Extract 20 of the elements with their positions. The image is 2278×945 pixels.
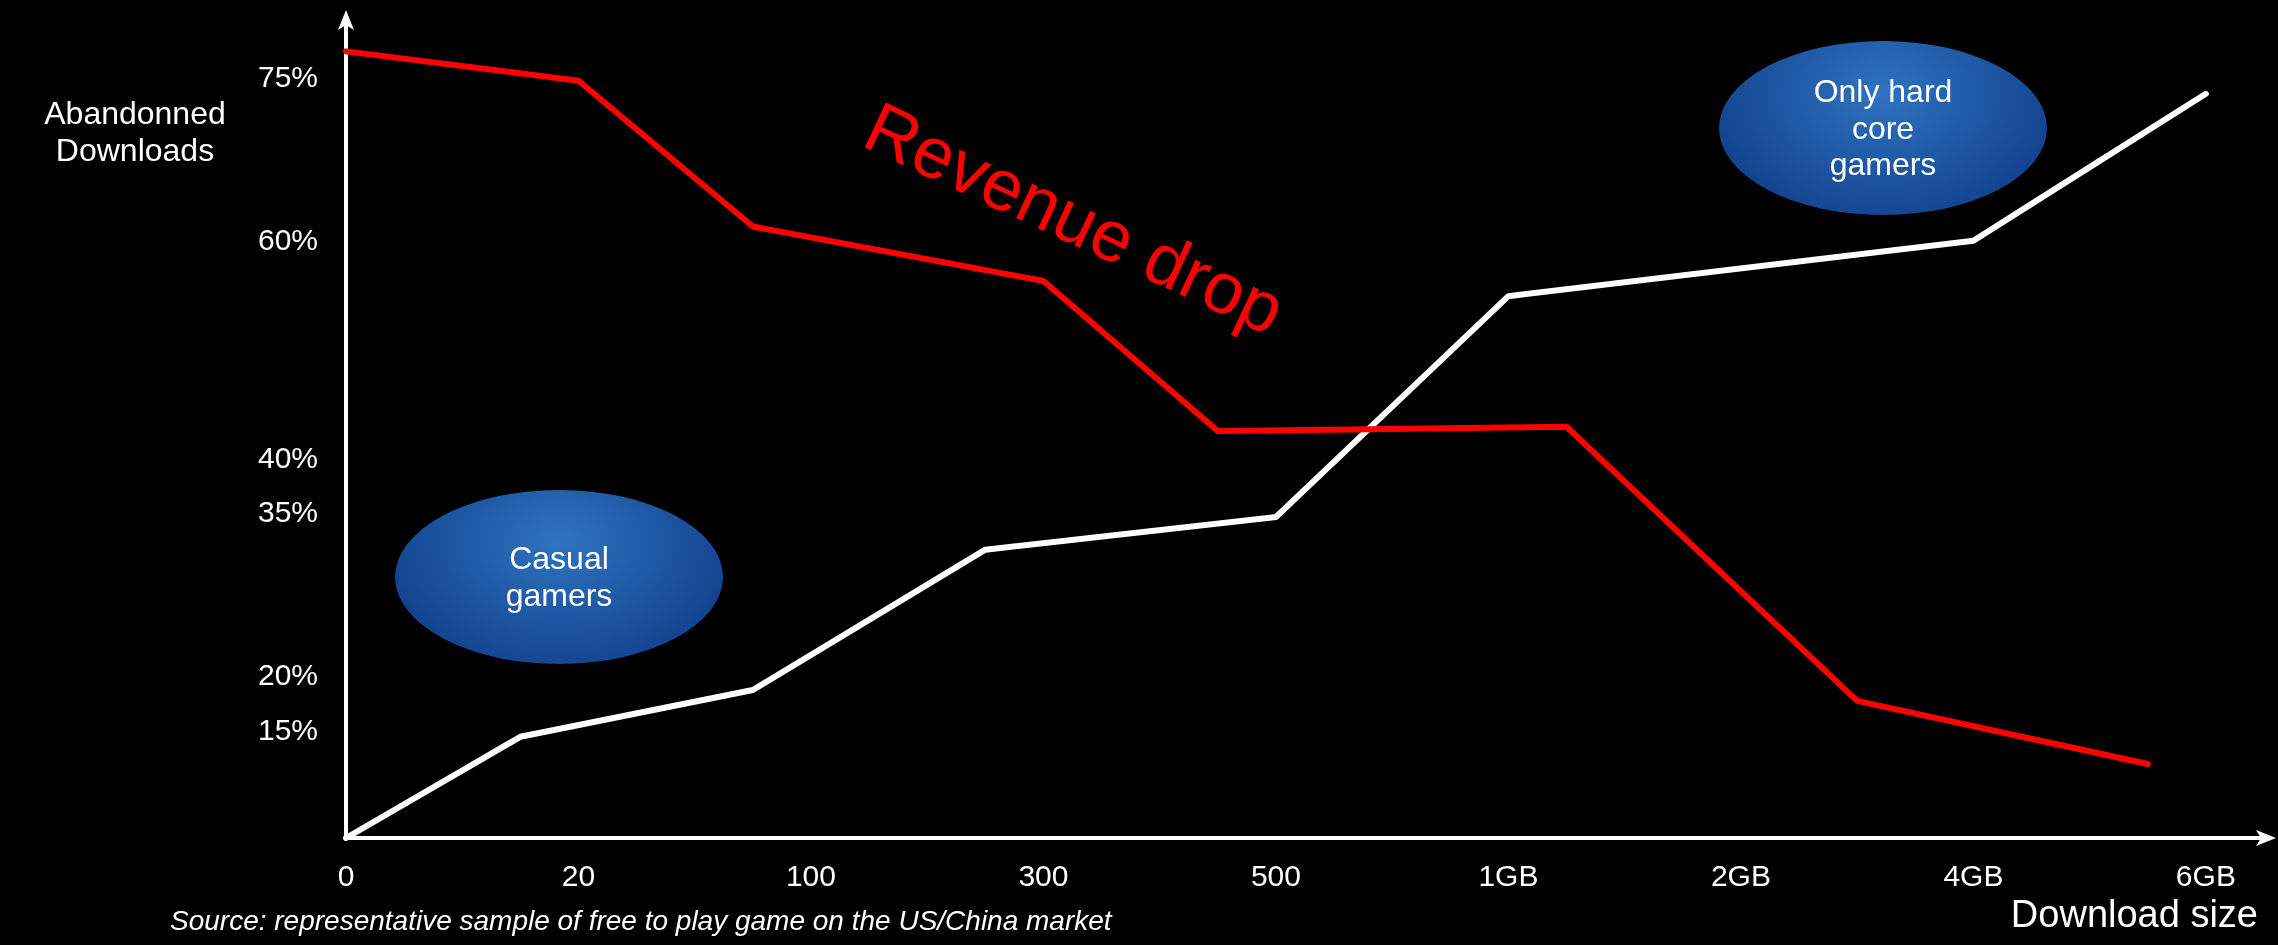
x-tick-label: 20 xyxy=(561,858,596,892)
x-tick-label: 6GB xyxy=(2175,858,2236,892)
x-tick-label: 2GB xyxy=(1710,858,1771,892)
x-tick-label: 0 xyxy=(337,858,355,892)
y-tick-label: 75% xyxy=(257,59,318,93)
y-tick-label: 40% xyxy=(257,440,318,474)
source-note: Source: representative sample of free to play game on the US/China market xyxy=(170,905,1112,937)
y-tick-label: 35% xyxy=(257,495,318,529)
y-tick-label: 60% xyxy=(257,223,318,257)
y-tick-label: 20% xyxy=(257,658,318,692)
x-axis-title: Download size xyxy=(2010,893,2258,936)
annotation: Casual gamers xyxy=(504,540,614,614)
x-tick-label: 500 xyxy=(1250,858,1301,892)
x-tick-label: 1GB xyxy=(1478,858,1539,892)
x-tick-label: 300 xyxy=(1018,858,1069,892)
y-tick-label: 15% xyxy=(257,712,318,746)
x-tick-label: 100 xyxy=(785,858,836,892)
annotation: Only hard core gamers xyxy=(1812,72,1954,184)
x-tick-label: 4GB xyxy=(1943,858,2004,892)
y-axis-title: Abandonned Downloads xyxy=(43,95,227,169)
